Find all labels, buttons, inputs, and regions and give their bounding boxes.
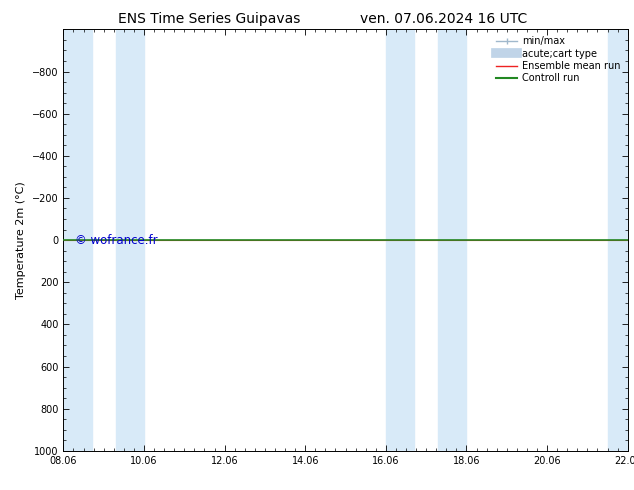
Bar bbox=[438, 29, 467, 451]
Bar bbox=[63, 29, 91, 451]
Y-axis label: Temperature 2m (°C): Temperature 2m (°C) bbox=[16, 181, 27, 299]
Legend: min/max, acute;cart type, Ensemble mean run, Controll run: min/max, acute;cart type, Ensemble mean … bbox=[494, 34, 623, 85]
Text: ven. 07.06.2024 16 UTC: ven. 07.06.2024 16 UTC bbox=[360, 12, 527, 26]
Bar bbox=[607, 29, 628, 451]
Text: © wofrance.fr: © wofrance.fr bbox=[75, 234, 157, 246]
Text: ENS Time Series Guipavas: ENS Time Series Guipavas bbox=[118, 12, 301, 26]
Bar bbox=[116, 29, 144, 451]
Bar bbox=[386, 29, 414, 451]
